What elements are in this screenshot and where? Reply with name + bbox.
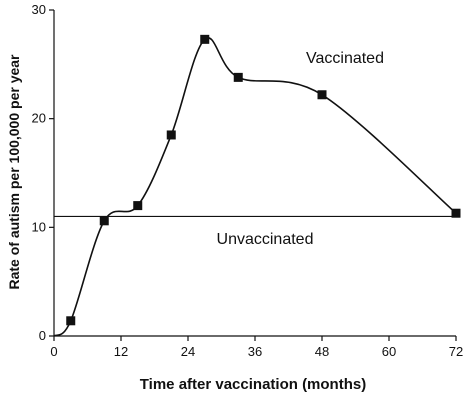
x-axis: 0 12 24 36 48 60 72 — [50, 335, 463, 359]
data-point-vaccinated — [66, 316, 76, 326]
series-layer — [53, 37, 457, 337]
data-point-vaccinated — [99, 216, 109, 226]
series-label-vaccinated: Vaccinated — [306, 50, 384, 67]
series-line-vaccinated — [53, 37, 457, 337]
data-point-vaccinated — [133, 201, 143, 211]
x-axis-title: Time after vaccination (months) — [140, 376, 366, 393]
x-tick-label: 60 — [382, 344, 396, 359]
y-tick-label: 0 — [39, 328, 46, 343]
x-tick-label: 48 — [315, 344, 329, 359]
y-axis: 0 10 20 30 — [32, 2, 55, 343]
data-point-vaccinated — [166, 130, 176, 140]
y-tick-label: 20 — [32, 111, 46, 126]
markers-layer — [66, 34, 461, 326]
y-tick-label: 30 — [32, 2, 46, 17]
data-point-vaccinated — [317, 90, 327, 100]
data-point-vaccinated — [233, 72, 243, 82]
x-tick-label: 72 — [449, 344, 463, 359]
data-point-vaccinated — [451, 208, 461, 218]
x-tick-label: 24 — [181, 344, 195, 359]
x-tick-label: 36 — [248, 344, 262, 359]
y-axis-title: Rate of autism per 100,000 per year — [6, 54, 22, 290]
x-tick-label: 0 — [50, 344, 57, 359]
data-point-vaccinated — [200, 34, 210, 44]
x-tick-label: 12 — [114, 344, 128, 359]
y-tick-label: 10 — [32, 219, 46, 234]
series-label-unvaccinated: Unvaccinated — [217, 231, 314, 248]
